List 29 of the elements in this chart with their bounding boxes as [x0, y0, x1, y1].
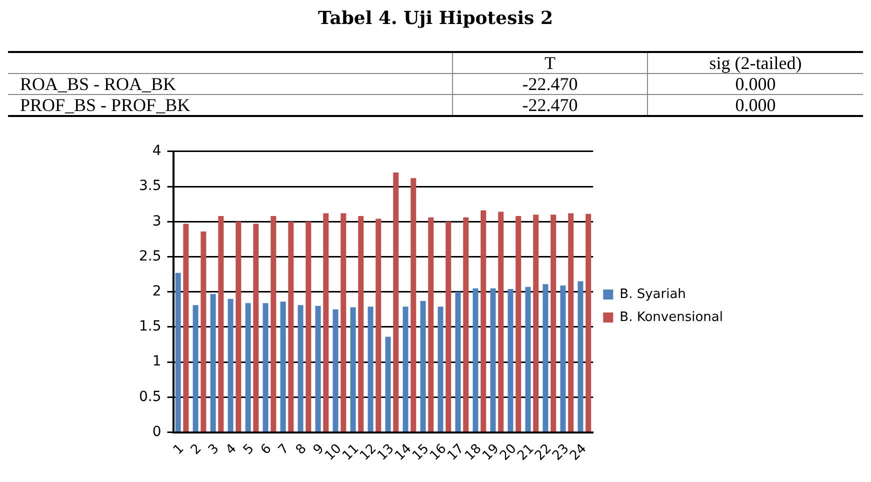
- y-tick-label: 3.5: [139, 178, 162, 194]
- text: -22.470: [452, 94, 648, 116]
- legend-label: B. Syariah: [620, 286, 686, 302]
- y-tick-label: 1.5: [139, 318, 162, 335]
- text: T: [452, 52, 648, 74]
- text: 0.000: [734, 74, 777, 94]
- x-tick-label: 8: [293, 441, 310, 458]
- x-tick-label: 2: [188, 441, 205, 458]
- y-tick-label: 0: [152, 424, 162, 440]
- text: 0.000: [734, 94, 777, 116]
- x-tick-label: 3: [206, 441, 222, 458]
- y-tick-label: 4: [152, 143, 162, 160]
- legend-label: B. Konvensional: [620, 310, 724, 325]
- y-tick-label: 2: [152, 283, 162, 300]
- text: ROA_BS - ROA_BK: [8, 74, 452, 94]
- x-tick-label: 5: [240, 441, 258, 458]
- chart-title: Tabel 4. Uji Hipotesis 2: [317, 8, 554, 29]
- x-tick-label: 7: [276, 441, 292, 458]
- x-tick-label: 1: [170, 441, 188, 458]
- x-tick-label: 24: [567, 441, 590, 464]
- y-tick-label: 2.5: [139, 248, 162, 264]
- x-tick-label: 4: [223, 441, 240, 458]
- x-tick-label: 6: [258, 441, 275, 458]
- text: sig (2-tailed): [708, 52, 803, 74]
- y-tick-label: 1: [152, 354, 162, 370]
- y-tick-label: 0.5: [139, 388, 162, 405]
- y-tick-label: 3: [152, 213, 162, 230]
- text: PROF_BS - PROF_BK: [8, 94, 452, 116]
- text: -22.470: [452, 74, 648, 94]
